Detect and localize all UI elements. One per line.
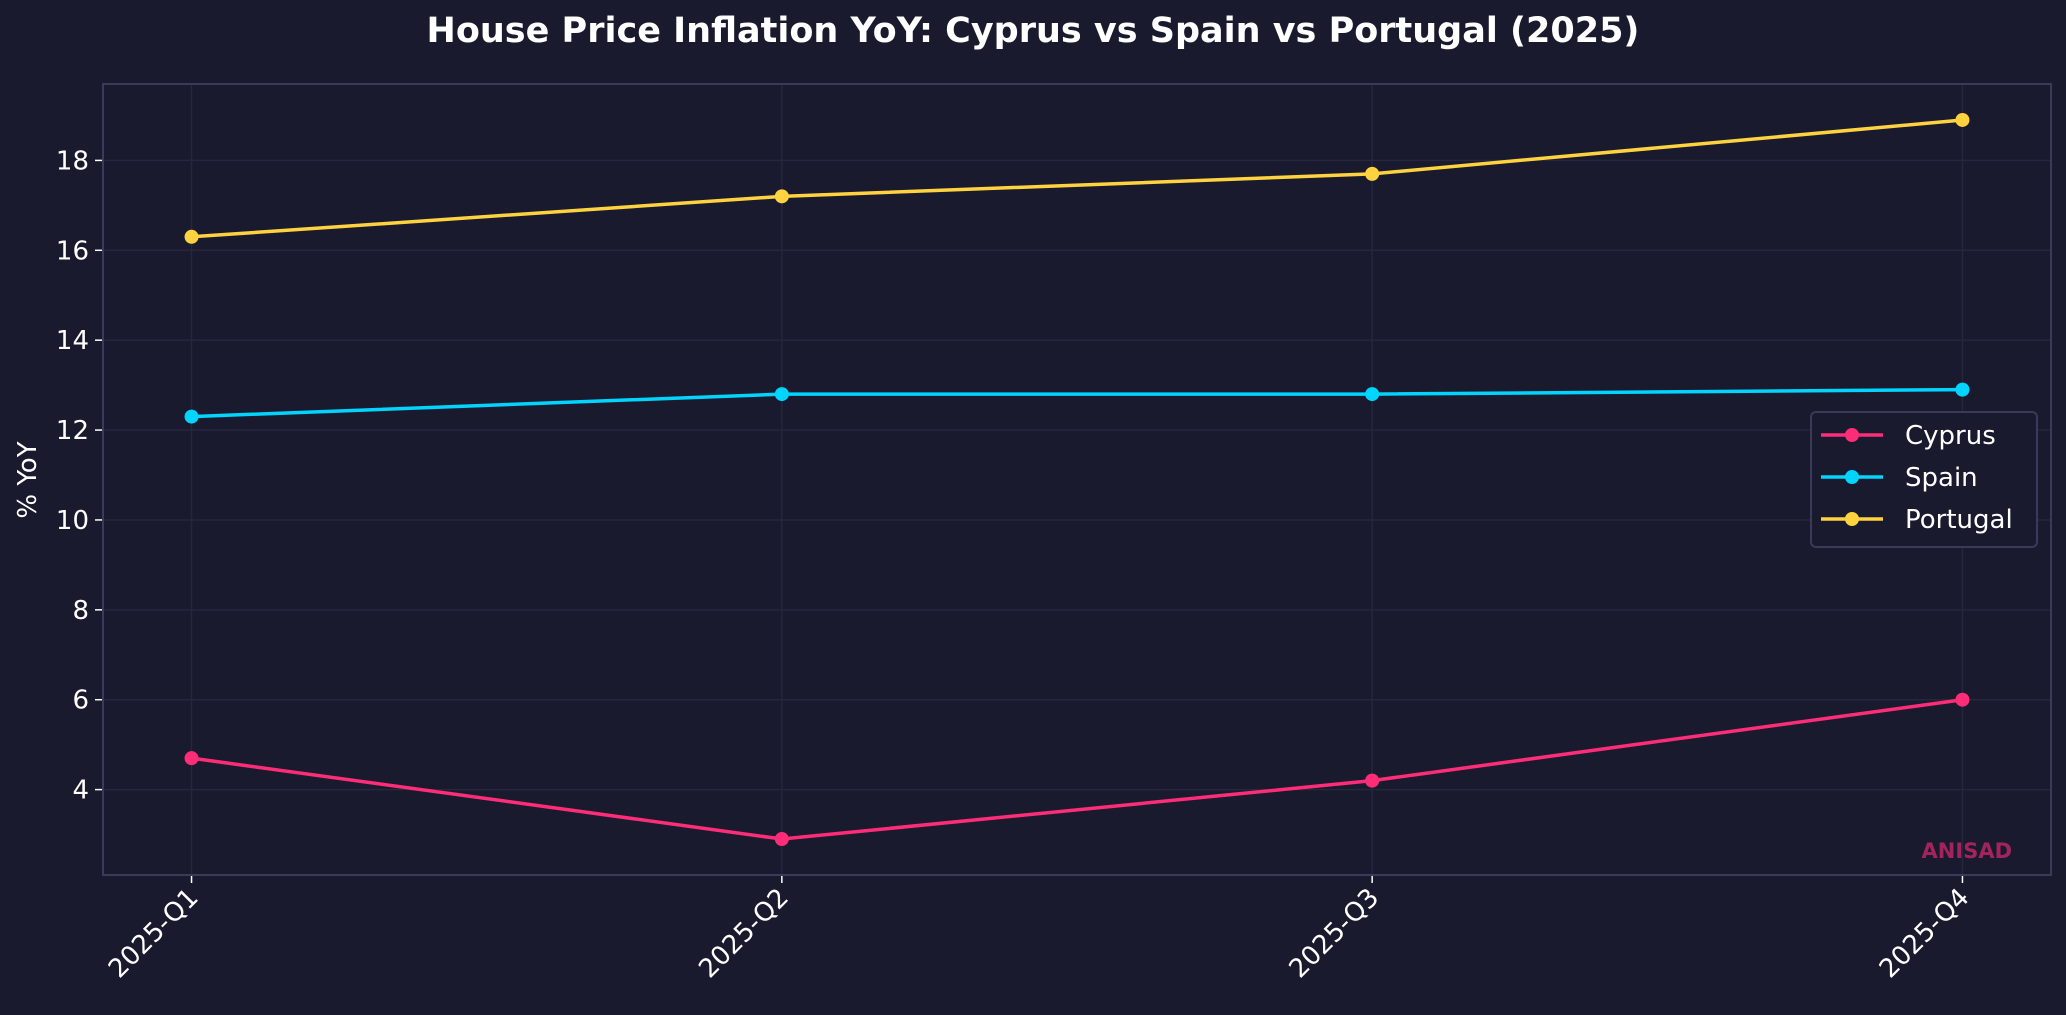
y-tick-label: 18 — [56, 146, 89, 176]
data-point-cyprus — [1365, 773, 1380, 788]
data-point-spain — [1365, 387, 1380, 402]
data-point-portugal — [1365, 166, 1380, 181]
y-tick-label: 6 — [72, 686, 89, 716]
y-tick-label: 14 — [56, 326, 89, 356]
legend: Cyprus Spain Portugal — [1810, 411, 2038, 548]
data-point-portugal — [184, 229, 199, 244]
legend-marker-cyprus — [1845, 428, 1859, 442]
series-line-cyprus — [191, 697, 1963, 841]
data-point-spain — [1955, 382, 1970, 397]
watermark: ANISAD — [1922, 839, 2012, 863]
data-point-cyprus — [184, 751, 199, 766]
grid — [103, 84, 2051, 875]
y-tick-label: 4 — [72, 776, 89, 806]
data-point-cyprus — [774, 832, 789, 847]
data-point-cyprus — [1955, 692, 1970, 707]
series-group — [184, 112, 1970, 847]
legend-label: Spain — [1905, 463, 1978, 493]
legend-box — [1810, 411, 2038, 548]
y-axis-label: % YoY — [13, 441, 43, 518]
data-point-spain — [184, 409, 199, 424]
data-point-spain — [774, 387, 789, 402]
series-line-portugal — [191, 118, 1963, 239]
series-line-spain — [191, 387, 1963, 419]
data-point-portugal — [774, 189, 789, 204]
chart-title: House Price Inflation YoY: Cyprus vs Spa… — [427, 11, 1640, 51]
y-axis: 4 6 8 10 12 14 16 18 — [56, 146, 103, 806]
legend-marker-spain — [1845, 470, 1859, 484]
legend-label: Portugal — [1905, 505, 2013, 535]
data-point-portugal — [1955, 112, 1970, 127]
y-tick-label: 12 — [56, 416, 89, 446]
plot-frame — [102, 83, 2052, 876]
y-tick-label: 10 — [56, 506, 89, 536]
y-tick-label: 8 — [72, 596, 89, 626]
legend-label: Cyprus — [1905, 421, 1996, 451]
y-tick-label: 16 — [56, 236, 89, 266]
legend-marker-portugal — [1845, 512, 1859, 526]
